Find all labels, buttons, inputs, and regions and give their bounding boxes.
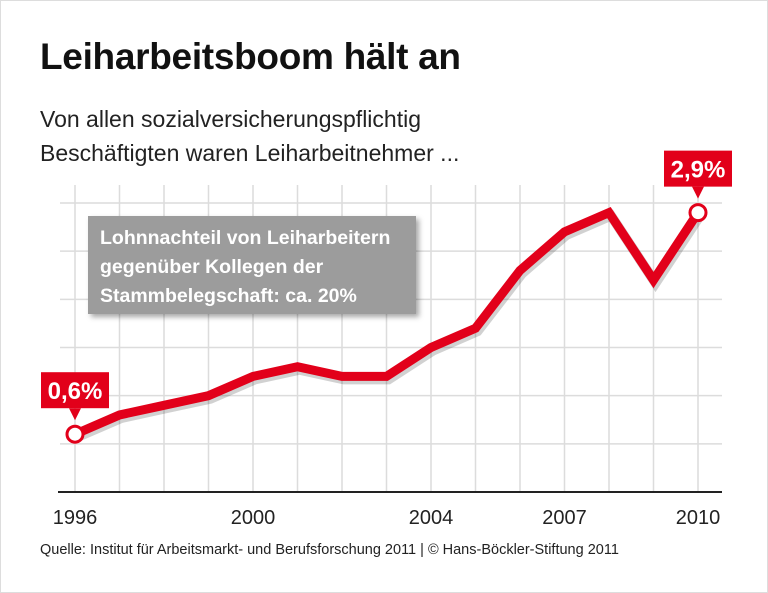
chart-subtitle: Von allen sozialversicherungspflichtig B… xyxy=(40,102,600,170)
subtitle-line-1: Von allen sozialversicherungspflichtig xyxy=(40,106,421,132)
data-point-marker xyxy=(65,424,85,444)
x-tick-label: 2007 xyxy=(542,507,587,529)
subtitle-line-2: Beschäftigten waren Leiharbeitnehmer ... xyxy=(40,140,460,166)
x-tick-label: 2000 xyxy=(231,507,276,529)
info-line-1: Lohnnachteil von Leiharbeitern xyxy=(100,227,391,249)
value-label-box xyxy=(664,150,732,187)
value-label-pointer xyxy=(69,408,81,421)
info-box: Lohnnachteil von Leiharbeitern gegenüber… xyxy=(88,216,416,314)
value-label: 0,6% xyxy=(48,378,103,405)
chart-title: Leiharbeitsboom hält an xyxy=(40,36,461,77)
data-point-marker xyxy=(688,203,708,223)
info-line-3: Stammbelegschaft: ca. 20% xyxy=(100,285,357,307)
x-tick-label: 2010 xyxy=(676,507,721,529)
info-line-2: gegenüber Kollegen der xyxy=(100,256,324,278)
value-label-box xyxy=(41,372,109,409)
x-tick-label: 2004 xyxy=(409,507,454,529)
source-note: Quelle: Institut für Arbeitsmarkt- und B… xyxy=(40,542,619,558)
value-label-pointer xyxy=(692,186,704,199)
value-label: 2,9% xyxy=(671,157,726,184)
x-tick-label: 1996 xyxy=(53,507,98,529)
